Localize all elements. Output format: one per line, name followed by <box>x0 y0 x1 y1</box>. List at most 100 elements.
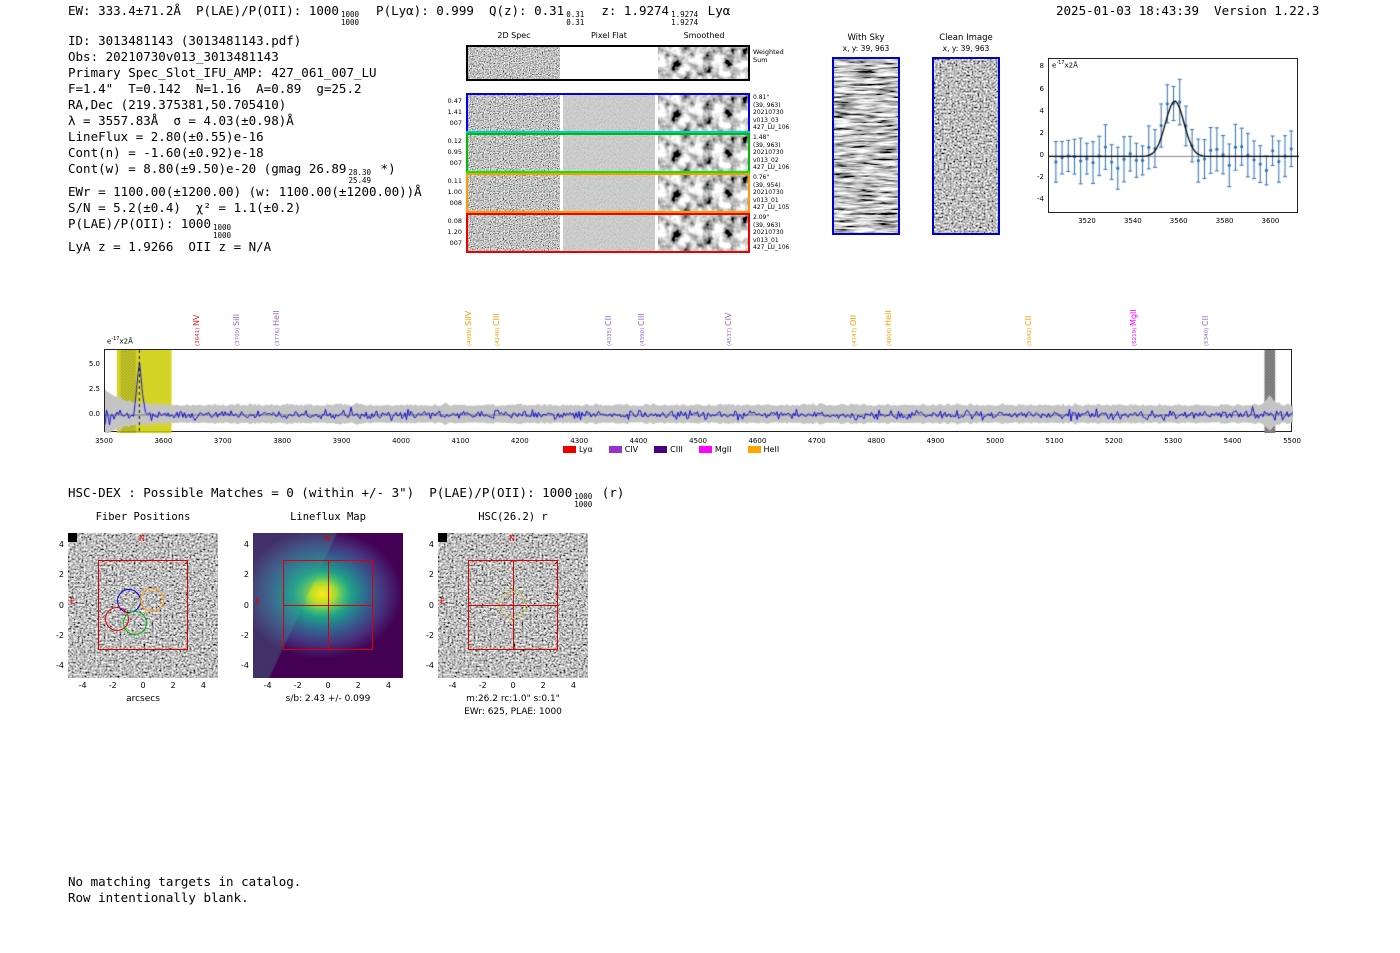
marker-name: NV <box>191 314 201 326</box>
legend-item-civ: CIV <box>608 445 639 454</box>
spec2d-row-1-smoothed <box>658 95 748 131</box>
fiber-xlabel: arcsecs <box>126 694 160 704</box>
x-tick-label: 4900 <box>926 437 945 445</box>
spec2d-row-left-labels-2: 0.12 0.95 007 <box>420 136 462 169</box>
footer-line-1: No matching targets in catalog. <box>68 874 302 889</box>
left-label: 008 <box>449 199 462 207</box>
left-label: 007 <box>449 239 462 247</box>
fiber-aperture-circle-4 <box>123 610 148 635</box>
clean-image-frame <box>932 57 1000 235</box>
marker-wavelength: (4747) <box>851 325 858 346</box>
info-line-3: Primary Spec_Slot_IFU_AMP: 427_061_007_L… <box>68 65 377 80</box>
spec2d-col-header-2dspec: 2D Spec <box>497 31 531 40</box>
y-tick-label: 0.0 <box>88 409 100 418</box>
x-tick-label: 4500 <box>689 437 707 445</box>
info-line-2: Obs: 20210730v013_3013481143 <box>68 49 279 64</box>
fraction-stack: 1000 1000 <box>574 493 592 508</box>
left-label: 007 <box>449 119 462 127</box>
y-tick-label: -2 <box>426 630 434 640</box>
x-tick-label: 4700 <box>807 437 826 445</box>
x-tick-label: 5000 <box>986 437 1004 445</box>
hsc-aperture-circle <box>499 591 527 619</box>
fraction-lo: 1000 <box>213 230 232 240</box>
marker-wavelength: (5340) <box>1203 325 1210 346</box>
masked-corner <box>68 533 77 542</box>
hsc-caption-2: EWr: 625, PLAE: 1000 <box>464 707 562 717</box>
y-tick-label: 4 <box>58 540 64 550</box>
marker-wavelength: (4099) <box>466 325 473 346</box>
y-tick-label: 0 <box>428 600 434 610</box>
emission-line-marker-ciii: (4390) CIII <box>629 313 648 346</box>
fraction-hi: 1000 <box>340 10 359 19</box>
legend-label: CIII <box>670 445 683 454</box>
x-tick-label: 4100 <box>451 437 470 445</box>
masked-corner <box>438 533 447 542</box>
info-line-4: F=1.4" T=0.142 N=1.16 A=0.89 g=25.2 <box>68 81 362 96</box>
y-tick-label: 2 <box>58 570 64 580</box>
spec2d-weighted-row <box>466 45 750 81</box>
right-label: (39, 963) <box>753 101 781 109</box>
marker-name: CIII <box>491 313 501 326</box>
legend-item-mgii: MgII <box>698 445 732 454</box>
y-tick-label: 2.5 <box>88 384 100 393</box>
weighted-sum-label: Weighted Sum <box>753 48 784 64</box>
marker-wavelength: (4390) <box>639 325 646 346</box>
x-tick-label: 0 <box>510 681 516 690</box>
marker-name: HeII <box>883 310 893 326</box>
x-tick-label: 4 <box>570 681 576 690</box>
marker-name: CIII <box>636 313 646 326</box>
y-tick-label: 6 <box>1039 84 1044 93</box>
info-line-13: LyA z = 1.9266 OII z = N/A <box>68 239 272 254</box>
x-tick-label: 4400 <box>629 437 648 445</box>
spec2d-row-right-labels-4: 2.09" (39, 963) 20210730 v013_01 427_LU_106 <box>753 214 789 252</box>
legend-swatch <box>747 446 761 453</box>
line-fit-canvas <box>1049 59 1299 214</box>
left-label: 0.11 <box>447 177 462 185</box>
x-tick-label: 5300 <box>1164 437 1183 445</box>
marker-wavelength: (3776) <box>274 325 281 346</box>
left-label: 0.95 <box>447 148 462 156</box>
x-tick-label: 2 <box>355 681 361 690</box>
marker-name: MgII <box>1129 309 1139 326</box>
right-label: 427_LU_106 <box>753 124 790 132</box>
y-tick-label: -2 <box>1037 173 1044 182</box>
y-tick-label: 0 <box>1039 150 1044 159</box>
marker-name: SiII <box>232 313 242 326</box>
right-label: 427_LU_105 <box>753 204 790 212</box>
fraction-hi: 28.30 <box>348 168 372 177</box>
legend-swatch <box>563 446 576 453</box>
fiber-aperture-circle-2 <box>140 588 165 613</box>
x-tick-label: -4 <box>263 681 272 690</box>
left-label: 1.00 <box>447 188 462 196</box>
legend-label: CIV <box>624 445 639 454</box>
info-line-10: EWr = 1100.00(±1200.00) (w: 1100.00(±120… <box>68 184 422 199</box>
emission-line-marker-siiv: (4099) SiIV <box>456 311 475 346</box>
spec2d-row-2-2dspec <box>468 135 560 171</box>
legend-label: MgII <box>714 445 732 454</box>
spectrum-canvas <box>105 350 1293 433</box>
spec2d-col-header-pixelflat: Pixel Flat <box>591 31 627 40</box>
fraction-hi: 1000 <box>213 223 232 232</box>
right-label: 0.76" <box>753 174 770 181</box>
info-line-9: Cont(w) = 8.80(±9.50)e-20 (gmag 26.89 28.… <box>68 161 396 185</box>
y-tick-label: -2 <box>241 630 249 640</box>
x-tick-label: -2 <box>478 681 487 690</box>
y-tick-label: 2 <box>243 570 249 580</box>
spec2d-col-header-smoothed: Smoothed <box>683 31 725 40</box>
spec2d-row-1-pixelflat <box>563 95 655 131</box>
y-tick-label: 2 <box>1039 128 1044 137</box>
info-line-1: ID: 3013481143 (3013481143.pdf) <box>68 33 302 48</box>
weighted-2dspec-image <box>468 47 560 79</box>
x-tick-label: 0 <box>325 681 331 690</box>
emission-line-marker-cii: (4335) CII <box>596 316 615 346</box>
right-label: v013_01 <box>753 236 779 244</box>
right-label: v013_02 <box>753 156 779 164</box>
info-line-6: λ = 3557.83Å σ = 4.03(±0.98)Å <box>68 113 294 128</box>
spec2d-row-left-labels-1: 0.47 1.41 007 <box>420 96 462 129</box>
fiber-field-box <box>98 560 188 650</box>
y-tick-label: 4 <box>1039 106 1044 115</box>
spectrum-legend: Lyα CIV CIII MgII HeII <box>563 445 779 454</box>
legend-swatch <box>608 446 622 453</box>
fiber-trace-line <box>466 171 750 173</box>
compass-north-label: N <box>509 534 515 543</box>
